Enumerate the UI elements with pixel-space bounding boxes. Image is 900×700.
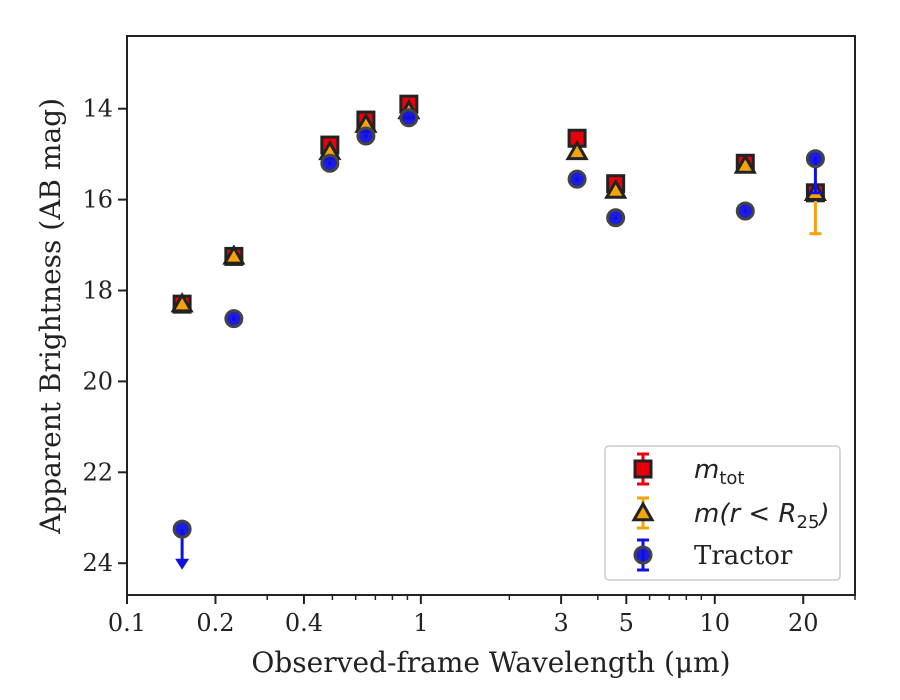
y-tick-label: 24 [82,549,113,577]
legend-frame [604,445,841,581]
data-point [733,153,757,174]
legend: mtot m(r < R25) Tractor [604,445,841,581]
x-axis-label: Observed-frame Wavelength (μm) [251,646,730,679]
data-point [805,149,825,169]
axis-ticks: 0.1 0.2 0.4 1 3 5 10 20 14 16 18 20 22 24 [82,95,856,637]
y-axis-label: Apparent Brightness (AB mag) [34,98,67,535]
y-tick-label: 20 [82,367,113,395]
data-point [172,519,192,539]
data-point [222,244,246,265]
data-point [735,201,755,221]
legend-label: m(r < R25) [694,499,830,533]
y-tick-label: 22 [82,458,113,486]
data-point [604,178,628,199]
data-marks [170,94,827,570]
x-tick-label: 20 [788,609,819,637]
legend-label: mtot [694,455,744,489]
data-point [320,153,340,173]
data-point [567,169,587,189]
data-point [399,108,419,128]
upper-limit-arrow [175,558,190,570]
y-tick-label: 14 [82,95,113,123]
x-tick-label: 0.1 [108,609,146,637]
x-tick-label: 3 [553,609,568,637]
data-point [606,208,626,228]
y-tick-label: 18 [82,277,113,305]
legend-marker [633,459,653,479]
y-tick-label: 16 [82,186,113,214]
legend-marker [631,500,655,522]
x-tick-label: 5 [619,609,634,637]
data-point [356,126,376,146]
x-tick-label: 0.4 [285,609,323,637]
data-point [224,309,244,329]
series-circle [172,108,825,570]
legend-label: Tractor [694,541,793,571]
data-point [170,292,194,313]
x-tick-label: 0.2 [196,609,234,637]
legend-marker [633,545,653,565]
x-tick-label: 10 [700,609,731,637]
data-point [565,139,589,161]
x-tick-label: 1 [413,609,428,637]
